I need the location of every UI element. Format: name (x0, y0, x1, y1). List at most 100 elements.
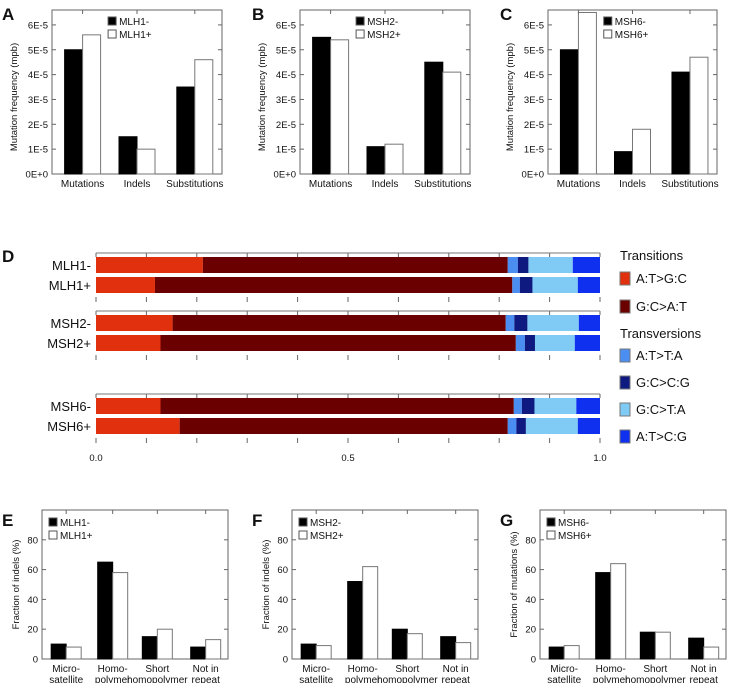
y-tick-label: 60 (27, 565, 38, 576)
bar-msh6-1 (632, 128, 651, 175)
legend-swatch (48, 530, 58, 540)
segment-atta (515, 335, 525, 351)
legend-swatch (619, 402, 631, 417)
legend-label: MSH6- (615, 17, 646, 28)
segment-gccg (524, 335, 535, 351)
y-axis-title: Mutation frequency (mpb) (9, 43, 20, 151)
y-tick-label: 20 (27, 625, 38, 636)
bar-mlh1-0 (82, 34, 102, 175)
panel-label-g: G (500, 511, 513, 530)
bar-mlh1-2 (194, 59, 214, 175)
y-tick-label: 60 (277, 565, 288, 576)
bar-msh2-3 (440, 636, 457, 660)
segment-gcat (172, 315, 506, 331)
y-tick-label: 3E-5 (276, 95, 296, 106)
stacked-bar-chart-d: MLH1- MLH1+ MSH2- MSH2+ MSH6- MSH6+ 0.0 0.5 1.0 T… (47, 248, 701, 464)
y-tick-label: 5E-5 (28, 45, 48, 56)
bar-msh2-0 (300, 643, 317, 660)
bar-mlh1-1 (112, 572, 129, 660)
panel-label-c: C (500, 5, 512, 24)
category-label: Indels (619, 179, 646, 190)
legend-swatch (619, 271, 631, 286)
y-tick-label: 2E-5 (524, 120, 544, 131)
bar-msh6-2 (689, 56, 709, 175)
y-tick-label: 6E-5 (28, 20, 48, 31)
y-tick-label: 40 (277, 595, 288, 606)
y-tick-label: 0E+0 (522, 170, 544, 181)
y-tick-label: 40 (27, 595, 38, 606)
category-label: polymer (593, 675, 629, 683)
bar-msh6-0 (559, 49, 579, 175)
category-label: Not in (193, 664, 219, 675)
bar-msh6-2 (639, 631, 656, 660)
y-tick-label: 20 (277, 625, 288, 636)
legend-swatch (107, 29, 117, 39)
category-label: Short (395, 664, 419, 675)
bar-msh2-0 (330, 39, 350, 175)
segment-gcat (160, 398, 514, 414)
y-tick-label: 20 (525, 625, 536, 636)
legend-swatch (603, 16, 613, 26)
y-tick-label: 3E-5 (28, 95, 48, 106)
legend-swatch (603, 29, 613, 39)
segment-atta (512, 277, 520, 293)
segment-gccg (517, 257, 529, 273)
category-label: Substitutions (414, 179, 471, 190)
bar-mlh1-3 (205, 639, 222, 660)
row-label: MSH6- (51, 399, 91, 414)
category-label: repeat (442, 675, 471, 683)
legend-label: G:C>A:T (636, 299, 687, 314)
bar-msh2-2 (406, 633, 423, 660)
bar-mlh1-0 (65, 646, 82, 660)
segment-gcta (532, 277, 578, 293)
segment-atta (505, 315, 515, 331)
segment-gcat (154, 277, 513, 293)
category-label: Substitutions (661, 179, 718, 190)
segment-atgc (96, 277, 155, 293)
bar-msh6-3 (703, 646, 720, 660)
legend-label: A:T>T:A (636, 348, 683, 363)
legend-label: MSH2+ (367, 30, 401, 41)
category-label: satellite (299, 675, 333, 683)
y-tick-label: 6E-5 (276, 20, 296, 31)
legend-swatch (619, 348, 631, 363)
y-tick-label: 3E-5 (524, 95, 544, 106)
legend-label: A:T>C:G (636, 429, 687, 444)
legend-label: G:C>T:A (636, 402, 686, 417)
legend-group-title: Transversions (620, 326, 702, 341)
bar-mlh1-0 (64, 49, 84, 175)
segment-gcta (525, 418, 578, 434)
y-tick-label: 2E-5 (276, 120, 296, 131)
segment-atgc (96, 315, 173, 331)
bar-msh6-2 (671, 71, 691, 175)
category-label: Indels (372, 179, 399, 190)
y-axis-title: Fraction of mutations (%) (509, 531, 520, 637)
segment-gcta (534, 398, 577, 414)
segment-gccg (514, 315, 528, 331)
category-label: Not in (443, 664, 469, 675)
bar-msh2-3 (455, 642, 472, 660)
y-tick-label: 4E-5 (524, 70, 544, 81)
y-tick-label: 5E-5 (276, 45, 296, 56)
y-axis-title: Mutation frequency (mpb) (257, 43, 268, 151)
bar-msh2-2 (391, 628, 408, 660)
x-tick-label: 1.0 (593, 453, 606, 464)
row-label: MLH1+ (49, 278, 91, 293)
category-label: polymer (345, 675, 381, 683)
category-label: Substitutions (166, 179, 223, 190)
legend-label: G:C>C:G (636, 375, 690, 390)
category-label: satellite (547, 675, 581, 683)
bar-mlh1-3 (190, 646, 207, 660)
segment-gccg (516, 418, 526, 434)
y-axis-title: Fraction of indels (%) (261, 540, 272, 630)
category-label: Micro- (302, 664, 330, 675)
y-tick-label: 80 (27, 535, 38, 546)
y-tick-label: 0 (531, 655, 536, 666)
legend-label: MSH2+ (310, 531, 344, 542)
row-label: MSH2- (51, 316, 91, 331)
legend-label: MLH1- (60, 518, 90, 529)
legend-swatch (619, 299, 631, 314)
segment-gccg (519, 277, 533, 293)
y-tick-label: 80 (277, 535, 288, 546)
segment-gcta (534, 335, 575, 351)
